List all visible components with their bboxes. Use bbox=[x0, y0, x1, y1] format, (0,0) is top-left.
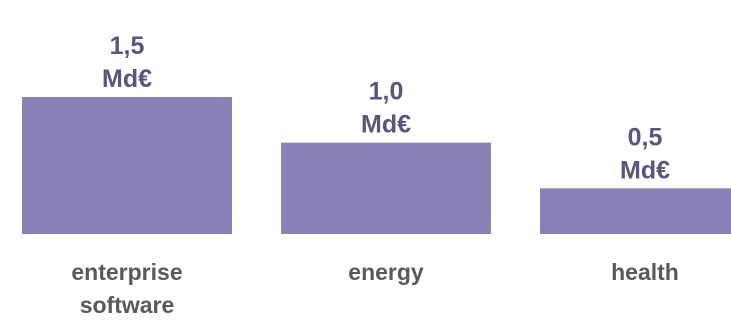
value-label-line: 1,0 bbox=[369, 78, 404, 106]
value-label-line: 0,5 bbox=[628, 123, 663, 151]
value-label-line: Md€ bbox=[102, 65, 152, 93]
bar-0 bbox=[22, 97, 232, 234]
bar-1 bbox=[281, 142, 491, 234]
category-labels-group: enterprise software energy health bbox=[71, 259, 678, 318]
category-label-0: enterprise software bbox=[71, 259, 182, 318]
value-label-line: Md€ bbox=[361, 111, 411, 139]
value-label-line: 1,5 bbox=[110, 32, 145, 60]
bar-2 bbox=[540, 188, 731, 234]
category-label-1: energy bbox=[348, 259, 424, 285]
value-labels-group: 1,5 Md€ 1,0 Md€ 0,5 Md€ bbox=[102, 32, 670, 184]
category-label-line: software bbox=[80, 292, 175, 318]
value-label-1: 1,0 Md€ bbox=[361, 78, 411, 139]
category-label-2: health bbox=[611, 259, 679, 285]
category-label-line: health bbox=[611, 259, 679, 285]
category-label-line: energy bbox=[348, 259, 424, 285]
bars-group bbox=[22, 97, 731, 234]
category-label-line: enterprise bbox=[71, 259, 182, 285]
value-label-0: 1,5 Md€ bbox=[102, 32, 152, 93]
value-label-line: Md€ bbox=[620, 156, 670, 184]
value-label-2: 0,5 Md€ bbox=[620, 123, 670, 184]
